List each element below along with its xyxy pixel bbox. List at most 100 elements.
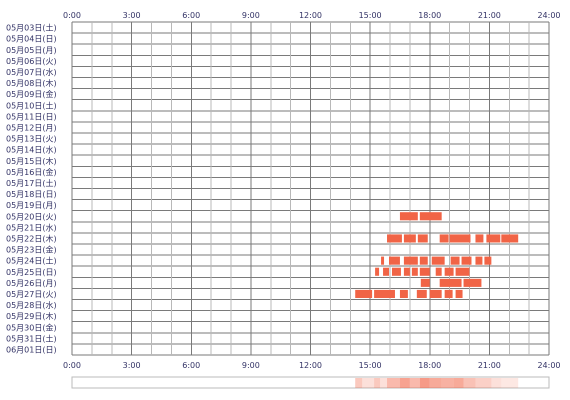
- day-row-label: 05月31日(土): [6, 333, 57, 343]
- activity-bar: [455, 289, 463, 298]
- day-row-label: 05月18日(日): [6, 190, 57, 199]
- activity-bar: [439, 234, 449, 243]
- x-tick-label-top: 18:00: [418, 11, 441, 20]
- summary-strip-cell: [355, 378, 363, 388]
- grid: [71, 21, 550, 356]
- activity-bar: [475, 234, 484, 243]
- day-row-label: 06月01日(日): [6, 345, 57, 354]
- activity-bar: [420, 278, 430, 287]
- summary-strip: [71, 376, 550, 389]
- day-row-label: 05月30日(金): [6, 322, 57, 332]
- activity-bar: [450, 256, 460, 265]
- x-tick-label-top: 24:00: [537, 11, 560, 20]
- activity-bar: [417, 234, 428, 243]
- summary-strip-cell: [399, 378, 410, 388]
- summary-strip-cell: [429, 378, 442, 388]
- day-row-label: 05月05日(月): [6, 46, 57, 55]
- x-tick-label-top: 0:00: [63, 11, 81, 20]
- activity-bar: [463, 278, 482, 287]
- activity-bar: [444, 267, 454, 276]
- day-row-label: 05月12日(月): [6, 123, 57, 132]
- activity-bar: [461, 256, 472, 265]
- day-row-label: 05月20日(火): [6, 212, 57, 221]
- activity-bar: [486, 234, 501, 243]
- summary-strip-cell: [441, 378, 454, 388]
- activity-bar: [416, 289, 427, 298]
- activity-bar: [444, 289, 453, 298]
- activity-bar: [419, 256, 428, 265]
- day-row-label: 05月28日(水): [6, 300, 57, 310]
- summary-strip-cell: [453, 378, 464, 388]
- day-row-label: 05月13日(火): [6, 135, 57, 144]
- x-tick-label-bottom: 18:00: [418, 361, 441, 370]
- activity-bar: [381, 256, 385, 265]
- activity-bar: [399, 212, 418, 221]
- activity-bar: [387, 234, 402, 243]
- activity-bar: [399, 289, 408, 298]
- summary-strip-cell: [475, 378, 492, 388]
- day-row-label: 05月14日(水): [6, 145, 57, 155]
- activity-bar: [383, 267, 390, 276]
- activity-bar: [449, 234, 471, 243]
- activity-bar: [501, 234, 519, 243]
- activity-bar: [429, 289, 442, 298]
- x-tick-label-bottom: 21:00: [478, 361, 501, 370]
- x-axis-bottom-ticks: 0:00 3:00 6:00 9:00 12:00 15:00 18:00 21:00 24:0…: [63, 361, 561, 370]
- x-tick-label-top: 6:00: [182, 11, 200, 20]
- x-tick-label-bottom: 12:00: [299, 361, 322, 370]
- day-row-label: 05月15日(木): [6, 156, 57, 166]
- day-row-label: 05月21日(水): [6, 222, 57, 232]
- summary-strip-cell: [501, 378, 519, 388]
- day-row-label: 05月27日(火): [6, 290, 57, 299]
- x-tick-label-top: 15:00: [359, 11, 382, 20]
- activity-bar: [419, 267, 430, 276]
- activity-bar: [431, 256, 445, 265]
- x-axis-top-ticks: 0:00 3:00 6:00 9:00 12:00 15:00 18:00 21:00 24:0…: [63, 11, 561, 20]
- x-tick-label-top: 21:00: [478, 11, 501, 20]
- day-row-label: 05月23日(金): [6, 245, 57, 255]
- day-row-label: 05月29日(木): [6, 311, 57, 321]
- activity-bar: [403, 256, 418, 265]
- summary-strip-frame: [71, 376, 550, 389]
- summary-strip-cell: [419, 378, 430, 388]
- activity-bar: [375, 267, 380, 276]
- activity-bar: [355, 289, 373, 298]
- summary-strip-cell: [362, 378, 375, 388]
- activity-bar: [411, 267, 418, 276]
- summary-strip-cell: [380, 378, 388, 388]
- activity-bar: [419, 212, 442, 221]
- day-row-label: 05月09日(金): [6, 89, 57, 99]
- activity-bar: [374, 289, 395, 298]
- x-tick-label-top: 3:00: [123, 11, 141, 20]
- activity-bar: [389, 256, 400, 265]
- x-tick-label-bottom: 24:00: [537, 361, 560, 370]
- summary-strip-cell: [463, 378, 476, 388]
- activity-bars: [355, 212, 519, 298]
- x-tick-label-bottom: 15:00: [359, 361, 382, 370]
- day-row-label: 05月24日(土): [6, 256, 57, 266]
- day-row-label: 05月08日(木): [6, 78, 57, 88]
- summary-strip-cell: [374, 378, 381, 388]
- summary-strip-cell: [491, 378, 502, 388]
- summary-strip-cell: [409, 378, 420, 388]
- day-row-label: 05月11日(日): [6, 112, 57, 121]
- day-row-label: 05月07日(水): [6, 67, 57, 77]
- x-tick-label-top: 12:00: [299, 11, 322, 20]
- day-row-label: 05月25日(日): [6, 268, 57, 277]
- x-tick-label-bottom: 3:00: [123, 361, 141, 370]
- day-row-label: 05月17日(土): [6, 178, 57, 188]
- day-row-label: 05月22日(木): [6, 233, 57, 243]
- day-row-label: 05月04日(日): [6, 35, 57, 44]
- x-tick-label-bottom: 9:00: [242, 361, 260, 370]
- activity-bar: [455, 267, 470, 276]
- x-tick-label-bottom: 0:00: [63, 361, 81, 370]
- activity-bar: [475, 256, 483, 265]
- day-row-label: 05月03日(土): [6, 23, 57, 33]
- day-row-label: 05月10日(土): [6, 100, 57, 110]
- day-row-labels: 05月03日(土)05月04日(日)05月05日(月)05月06日(火)05月0…: [6, 23, 57, 355]
- activity-bar: [391, 267, 401, 276]
- day-row-label: 05月06日(火): [6, 57, 57, 66]
- activity-bar: [484, 256, 492, 265]
- day-row-label: 05月26日(月): [6, 279, 57, 288]
